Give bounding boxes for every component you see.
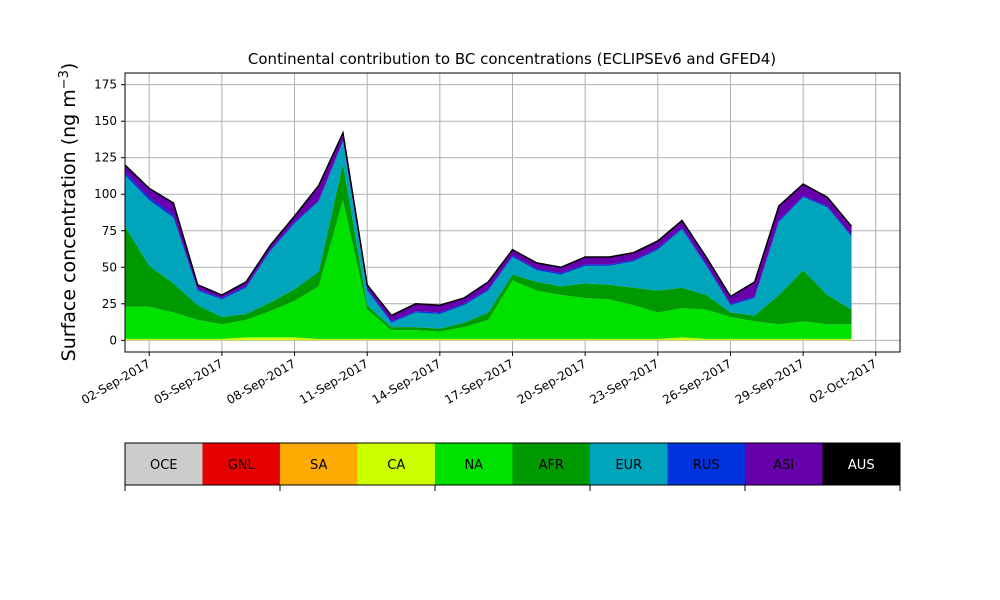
y-tick-label: 150 — [94, 114, 117, 128]
stacked-areas — [125, 132, 852, 341]
x-tick-label: 17-Sep-2017 — [442, 356, 516, 407]
legend-swatch-na — [435, 443, 513, 485]
legend-label-asi: ASI — [773, 458, 794, 473]
x-tick-label: 11-Sep-2017 — [297, 356, 371, 407]
legend-label-rus: RUS — [693, 458, 720, 473]
area-afr — [125, 163, 852, 332]
legend-label-aus: AUS — [848, 458, 875, 473]
y-tick-label: 100 — [94, 187, 117, 201]
x-axis: 02-Sep-201705-Sep-201708-Sep-201711-Sep-… — [79, 352, 879, 407]
legend-label-na: NA — [464, 458, 483, 473]
y-axis: 0 25 50 75 100 125 150 175 — [94, 78, 125, 347]
legend-swatch-rus — [667, 443, 745, 485]
x-tick-label: 02-Oct-2017 — [807, 356, 879, 406]
area-na — [125, 200, 852, 339]
x-tick-label: 23-Sep-2017 — [588, 356, 662, 407]
x-tick-label: 14-Sep-2017 — [370, 356, 444, 407]
legend-swatch-afr — [512, 443, 590, 485]
legend-swatch-gnl — [202, 443, 280, 485]
y-axis-label: Surface concentration (ng m−3) — [57, 63, 81, 362]
legend-swatch-aus — [822, 443, 900, 485]
y-tick-label: 125 — [94, 151, 117, 165]
legend-label-ca: CA — [387, 458, 405, 473]
y-tick-label: 50 — [102, 260, 117, 274]
area-eur — [125, 141, 852, 329]
legend-swatch-asi — [745, 443, 823, 485]
plot-area — [124, 72, 901, 353]
x-tick-label: 02-Sep-2017 — [79, 356, 153, 407]
legend: OCE GNL SA CA NA AFR EUR RUS ASI AUS — [124, 442, 901, 491]
legend-swatch-eur — [590, 443, 668, 485]
x-tick-label: 20-Sep-2017 — [515, 356, 589, 407]
legend-label-oce: OCE — [150, 458, 178, 473]
y-tick-label: 75 — [102, 224, 117, 238]
legend-swatch-sa — [280, 443, 358, 485]
total-line — [124, 130, 853, 317]
x-tick-label: 26-Sep-2017 — [660, 356, 734, 407]
x-tick-label: 29-Sep-2017 — [733, 356, 807, 407]
legend-frame — [124, 442, 901, 486]
chart-title: Continental contribution to BC concentra… — [248, 50, 776, 68]
x-tick-label: 05-Sep-2017 — [152, 356, 226, 407]
legend-label-eur: EUR — [615, 458, 642, 473]
legend-label-afr: AFR — [539, 458, 564, 473]
area-asi — [125, 132, 852, 322]
x-tick-label: 08-Sep-2017 — [224, 356, 298, 407]
y-tick-label: 175 — [94, 78, 117, 92]
legend-label-gnl: GNL — [228, 458, 256, 473]
y-tick-label: 0 — [109, 333, 117, 347]
legend-swatch-ca — [357, 443, 435, 485]
legend-swatch-oce — [125, 443, 203, 485]
legend-label-sa: SA — [310, 458, 327, 473]
y-tick-label: 25 — [102, 297, 117, 311]
